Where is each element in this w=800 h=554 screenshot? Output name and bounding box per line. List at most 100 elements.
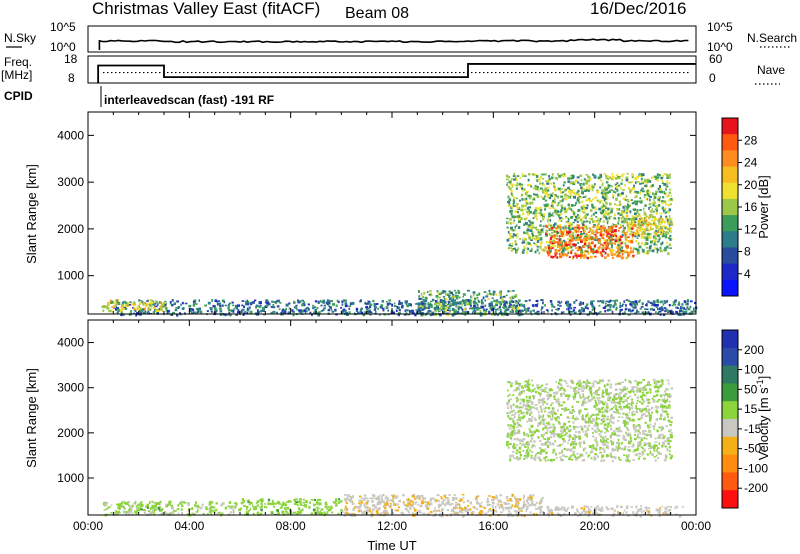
heatmap-cell (583, 187, 585, 191)
heatmap-cell (441, 305, 443, 308)
heatmap-cell (530, 407, 532, 410)
heatmap-cell (383, 500, 386, 504)
heatmap-cell (644, 385, 647, 388)
heatmap-cell (602, 402, 606, 406)
heatmap-cell (599, 217, 602, 220)
heatmap-cell (437, 509, 440, 512)
heatmap-cell (526, 190, 529, 193)
heatmap-cell (595, 418, 598, 421)
heatmap-cell (647, 444, 650, 447)
heatmap-cell (158, 308, 161, 311)
heatmap-cell (581, 307, 584, 309)
heatmap-cell (316, 307, 319, 310)
heatmap-cell (644, 229, 646, 232)
heatmap-cell (272, 499, 274, 503)
heatmap-cell (349, 496, 353, 499)
heatmap-cell (599, 310, 602, 313)
heatmap-cell (594, 239, 598, 241)
heatmap-cell (524, 446, 527, 448)
heatmap-cell (412, 501, 414, 504)
heatmap-cell (592, 248, 595, 252)
heatmap-cell (574, 239, 577, 242)
heatmap-cell (646, 235, 650, 238)
heatmap-cell (614, 299, 618, 302)
heatmap-cell (649, 416, 652, 420)
heatmap-cell (560, 204, 563, 207)
heatmap-cell (335, 500, 338, 502)
heatmap-cell (618, 246, 621, 248)
heatmap-cell (316, 500, 318, 503)
heatmap-cell (452, 496, 454, 500)
heatmap-cell (591, 241, 593, 244)
heatmap-cell (411, 309, 415, 313)
heatmap-cell (513, 443, 515, 445)
heatmap-cell (563, 243, 566, 247)
heatmap-cell (584, 214, 587, 218)
heatmap-cell (622, 173, 625, 176)
heatmap-cell (133, 303, 137, 306)
heatmap-cell (629, 210, 632, 214)
heatmap-cell (558, 187, 561, 191)
heatmap-cell (619, 245, 622, 249)
heatmap-cell (640, 438, 644, 441)
heatmap-cell (603, 242, 607, 245)
heatmap-cell (165, 309, 168, 312)
heatmap-cell (649, 308, 652, 311)
heatmap-cell (153, 510, 156, 513)
heatmap-cell (586, 412, 589, 415)
heatmap-cell (272, 310, 276, 314)
heatmap-cell (567, 217, 570, 221)
heatmap-cell (196, 505, 199, 509)
heatmap-cell (662, 225, 665, 228)
heatmap-cell (575, 416, 578, 420)
heatmap-cell (316, 498, 320, 501)
heatmap-cell (451, 303, 453, 306)
heatmap-cell (159, 306, 162, 309)
heatmap-cell (119, 504, 123, 508)
heatmap-cell (511, 514, 515, 517)
heatmap-cell (539, 176, 542, 179)
heatmap-cell (295, 306, 298, 309)
heatmap-cell (541, 215, 545, 218)
heatmap-cell (580, 309, 583, 311)
heatmap-cell (578, 412, 581, 415)
heatmap-cell (506, 406, 509, 409)
heatmap-cell (495, 303, 499, 307)
heatmap-cell (547, 219, 549, 223)
heatmap-cell (605, 234, 608, 238)
heatmap-cell (596, 190, 600, 194)
heatmap-cell (128, 507, 131, 510)
heatmap-cell (515, 205, 518, 208)
heatmap-cell (619, 446, 621, 450)
heatmap-cell (611, 244, 613, 247)
heatmap-cell (586, 204, 589, 207)
heatmap-cell (159, 509, 162, 512)
heatmap-cell (580, 256, 582, 259)
heatmap-cell (629, 303, 632, 306)
heatmap-cell (544, 387, 548, 390)
heatmap-cell (523, 231, 526, 234)
heatmap-cell (168, 500, 172, 504)
heatmap-cell (196, 504, 200, 507)
heatmap-cell (148, 308, 150, 312)
heatmap-cell (638, 444, 641, 447)
heatmap-cell (147, 309, 150, 313)
heatmap-cell (661, 182, 665, 185)
heatmap-cell (187, 502, 190, 506)
heatmap-cell (527, 234, 531, 237)
heatmap-cell (628, 449, 631, 452)
heatmap-cell (510, 236, 513, 239)
heatmap-cell (641, 414, 644, 417)
heatmap-cell (517, 429, 521, 433)
heatmap-cell (652, 249, 655, 253)
heatmap-cell (574, 418, 577, 421)
heatmap-cell (659, 301, 663, 304)
heatmap-cell (457, 307, 460, 311)
heatmap-cell (570, 204, 574, 207)
heatmap-cell (491, 502, 495, 505)
heatmap-cell (457, 503, 460, 506)
heatmap-cell (643, 211, 646, 214)
heatmap-cell (553, 208, 556, 210)
heatmap-cell (540, 195, 543, 199)
heatmap-cell (220, 503, 224, 507)
